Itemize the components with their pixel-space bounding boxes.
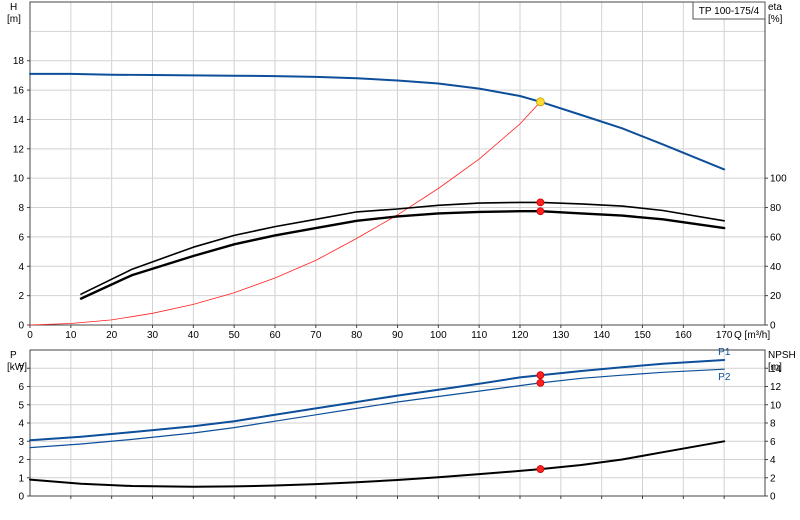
chart0-xtick: 0: [27, 330, 33, 341]
chart0-ytick-right: 100: [770, 174, 787, 185]
chart1-ytick-right: 14: [770, 364, 782, 375]
chart1-marker-2: [536, 465, 545, 473]
chart1-ytick-left: 2: [18, 455, 24, 466]
chart0-marker-2: [536, 207, 545, 216]
chart1-ytick-right: 4: [770, 455, 776, 466]
chart0-marker-0: [536, 97, 545, 107]
chart0-xtick: 150: [634, 330, 651, 341]
chart0-ytick-left: 6: [18, 232, 24, 243]
chart1-ytick-left: 3: [18, 437, 24, 448]
chart0-xtick: 40: [188, 330, 200, 341]
chart0-ytick-right: 60: [770, 232, 782, 243]
chart1-series-label-P1: P1: [718, 347, 731, 358]
chart0-ytick-left: 18: [13, 56, 25, 67]
chart0-yright-title: eta: [768, 2, 782, 13]
chart0-xaxis-title: Q [m³/h]: [734, 330, 770, 341]
chart1-series-P2: [29, 368, 725, 449]
upper-panel: 0 2 4 6 8 10 12 14 16 18 0 20 40 60 80 100 H[m] eta[%] 0 10…: [7, 1, 787, 341]
chart1-yleft-title: P: [10, 350, 17, 361]
chart1-ytick-right: 10: [770, 400, 782, 411]
chart1-yright-unit: [m]: [768, 362, 782, 373]
chart1-ytick-right: 2: [770, 473, 776, 484]
chart1-ytick-left: 5: [18, 400, 24, 411]
chart1-marker-0: [536, 371, 545, 380]
chart0-xtick: 30: [147, 330, 159, 341]
chart1-series-P1: [29, 359, 726, 442]
chart0-xtick: 90: [392, 330, 404, 341]
chart1-marker-1: [536, 378, 545, 387]
chart1-ytick-right: 0: [770, 492, 776, 503]
chart0-ytick-left: 14: [13, 115, 25, 126]
chart1-ytick-right: 12: [770, 382, 782, 393]
chart0-ytick-left: 2: [18, 291, 24, 302]
chart0-xtick: 60: [269, 330, 281, 341]
chart0-ytick-left: 12: [13, 144, 25, 155]
chart0-ytick-right: 20: [770, 291, 782, 302]
chart0-yleft-unit: [m]: [7, 14, 21, 25]
chart0-xtick: 70: [310, 330, 322, 341]
chart0-series-system: [29, 101, 541, 326]
chart0-series-eta1: [80, 201, 725, 295]
chart1-ytick-left: 7: [18, 364, 24, 375]
chart1-yleft-unit: [kW]: [7, 362, 27, 373]
chart0-xtick: 170: [716, 330, 733, 341]
chart0-xtick: 20: [106, 330, 118, 341]
chart0-xtick: 10: [65, 330, 77, 341]
chart0-ytick-left: 10: [13, 174, 25, 185]
chart0-ytick-right: 0: [770, 321, 776, 332]
chart0-xtick: 120: [512, 330, 529, 341]
model-label: TP 100-175/4: [699, 6, 760, 17]
chart0-xtick: 100: [430, 330, 447, 341]
chart0-series-eta2: [79, 210, 726, 300]
chart1-ytick-left: 6: [18, 382, 24, 393]
chart0-ytick-left: 16: [13, 86, 25, 97]
chart0-yleft-title: H: [10, 2, 17, 13]
chart1-ytick-right: 6: [770, 437, 776, 448]
chart1-ytick-left: 0: [18, 492, 24, 503]
chart1-ytick-left: 4: [18, 419, 24, 430]
chart0-ytick-right: 80: [770, 203, 782, 214]
chart0-marker-1: [536, 198, 545, 207]
chart0-xtick: 140: [593, 330, 610, 341]
chart0-xtick: 80: [351, 330, 363, 341]
chart0-series-head: [29, 72, 726, 171]
chart0-ytick-left: 0: [18, 321, 24, 332]
model-label-box: TP 100-175/4: [692, 1, 766, 20]
chart1-ytick-left: 1: [18, 473, 24, 484]
chart0-ytick-right: 40: [770, 262, 782, 273]
chart0-xtick: 160: [675, 330, 692, 341]
chart0-xtick: 50: [229, 330, 241, 341]
chart0-xtick: 110: [471, 330, 487, 341]
chart1-series-label-P2: P2: [718, 372, 731, 383]
chart1-series-npsh: [29, 440, 726, 488]
chart1-yright-title: NPSH: [768, 350, 796, 361]
chart1-ytick-right: 8: [770, 419, 776, 430]
chart0-ytick-left: 4: [18, 262, 24, 273]
chart0-ytick-left: 8: [18, 203, 24, 214]
chart0-yright-unit: [%]: [768, 14, 783, 25]
chart0-xtick: 130: [552, 330, 569, 341]
